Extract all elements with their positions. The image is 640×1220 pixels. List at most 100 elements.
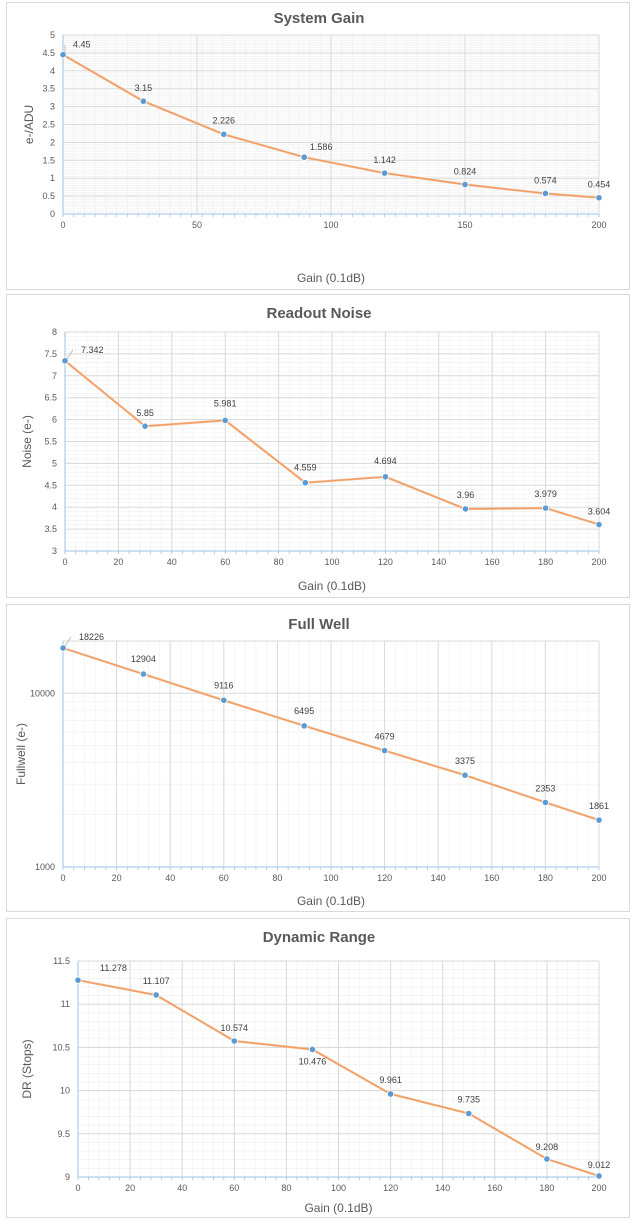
dynamic-range-chart: 0 20 40 60 80 100 120 140 160 180 200 9 9.5 10 10.5 11 1…	[6, 918, 630, 1218]
dynamic-range-y-tick-label: 10	[60, 1086, 70, 1096]
full-well-x-tick-label: 80	[272, 873, 282, 883]
readout-noise-x-tick-label: 160	[485, 557, 500, 567]
system-gain-data-label: 3.15	[135, 83, 153, 93]
readout-noise-y-tick-label: 7	[52, 371, 57, 381]
dynamic-range-x-axis-label: Gain (0.1dB)	[304, 1201, 372, 1215]
readout-noise-x-tick-label: 20	[113, 557, 123, 567]
readout-noise-x-axis-label: Gain (0.1dB)	[298, 579, 366, 593]
full-well-data-label: 1861	[589, 801, 609, 811]
full-well-data-label: 2353	[535, 783, 555, 793]
dynamic-range-x-tick-label: 60	[229, 1183, 239, 1193]
full-well-svg: 0 20 40 60 80 100 120 140 160 180 200 1000 10000 Full…	[14, 616, 609, 908]
full-well-x-tick-label: 60	[219, 873, 229, 883]
dynamic-range-data-point	[308, 1045, 317, 1054]
readout-noise-data-point	[141, 422, 149, 430]
full-well-x-tick-label: 200	[591, 873, 606, 883]
system-gain-y-tick-label: 0	[50, 209, 55, 219]
dynamic-range-data-label: 10.476	[299, 1056, 327, 1066]
dynamic-range-title: Dynamic Range	[263, 929, 376, 946]
dynamic-range-data-label: 9.961	[379, 1075, 402, 1085]
readout-noise-x-tick-label: 40	[167, 557, 177, 567]
system-gain-series-line-core	[62, 54, 600, 199]
dynamic-range-y-tick-label: 11	[61, 999, 70, 1009]
system-gain-data-label: 0.574	[534, 175, 557, 185]
full-well-x-tick-label: 160	[484, 873, 499, 883]
readout-noise-x-tick-label: 60	[220, 557, 230, 567]
system-gain-y-axis-label: e-/ADU	[22, 105, 36, 144]
system-gain-y-tick-label: 2.5	[42, 120, 55, 130]
dynamic-range-data-label: 9.012	[588, 1160, 611, 1170]
full-well-data-label: 18226	[79, 632, 104, 642]
system-gain-y-tick-label: 5	[50, 30, 55, 40]
dynamic-range-data-label: 11.107	[143, 976, 170, 986]
readout-noise-data-point	[301, 479, 309, 487]
system-gain-x-tick-label: 50	[192, 220, 202, 230]
readout-noise-data-label-leader	[66, 349, 74, 360]
full-well-y-tick-label: 1000	[35, 862, 55, 872]
dynamic-range-data-label: 9.735	[457, 1094, 480, 1104]
dynamic-range-svg: 0 20 40 60 80 100 120 140 160 180 200 9 9.5 10 10.5 11 1…	[20, 929, 611, 1215]
system-gain-x-tick-label: 0	[60, 220, 65, 230]
system-gain-x-axis-label: Gain (0.1dB)	[297, 271, 365, 285]
dynamic-range-data-point	[465, 1109, 473, 1118]
readout-noise-x-tick-label: 80	[274, 557, 284, 567]
dynamic-range-series-line-core	[77, 979, 600, 1177]
dynamic-range-y-tick-label: 10.5	[52, 1042, 70, 1052]
dynamic-range-x-tick-label: 100	[331, 1183, 346, 1193]
readout-noise-x-tick-label: 100	[324, 557, 339, 567]
full-well-x-tick-label: 20	[112, 873, 122, 883]
full-well-data-point	[380, 746, 389, 755]
readout-noise-data-point	[61, 357, 69, 365]
system-gain-data-point	[59, 51, 67, 59]
readout-noise-x-tick-label: 140	[431, 557, 446, 567]
system-gain-x-tick-label: 100	[323, 220, 338, 230]
dynamic-range-y-tick-label: 9.5	[57, 1129, 70, 1139]
dynamic-range-y-tick-label: 9	[65, 1172, 70, 1182]
system-gain-data-label: 1.586	[310, 142, 333, 152]
readout-noise-y-tick-label: 5.5	[44, 437, 57, 447]
full-well-x-tick-label: 40	[165, 873, 175, 883]
system-gain-data-point	[595, 194, 603, 202]
readout-noise-data-point	[541, 504, 550, 512]
readout-noise-data-label: 4.694	[374, 456, 397, 466]
dynamic-range-x-tick-label: 120	[383, 1183, 398, 1193]
dynamic-range-x-tick-label: 0	[75, 1183, 80, 1193]
full-well-chart: 0 20 40 60 80 100 120 140 160 180 200 1000 10000 Full…	[6, 604, 630, 912]
dynamic-range-x-tick-label: 80	[281, 1183, 291, 1193]
full-well-data-point	[220, 696, 228, 704]
full-well-data-point	[59, 644, 67, 652]
dynamic-range-x-tick-label: 40	[177, 1183, 187, 1193]
dynamic-range-data-label: 11.278	[100, 963, 127, 973]
readout-noise-y-tick-label: 3	[52, 546, 57, 556]
readout-noise-data-label: 3.96	[457, 490, 475, 500]
system-gain-y-tick-label: 4.5	[42, 48, 55, 58]
readout-noise-y-tick-label: 8	[52, 327, 57, 337]
dynamic-range-data-label: 9.208	[536, 1142, 559, 1152]
system-gain-title: System Gain	[274, 10, 365, 27]
readout-noise-y-tick-label: 4	[52, 502, 57, 512]
readout-noise-y-tick-label: 3.5	[44, 524, 57, 534]
full-well-data-label: 3375	[455, 756, 475, 766]
dynamic-range-x-tick-label: 160	[487, 1183, 502, 1193]
readout-noise-chart: 0 20 40 60 80 100 120 140 160 180 200 3 3.5 4 4.5 5 5.5 6…	[6, 294, 630, 598]
dynamic-range-data-label: 10.574	[221, 1023, 249, 1033]
readout-noise-y-tick-label: 6.5	[44, 393, 57, 403]
full-well-data-label: 6495	[294, 706, 314, 716]
dynamic-range-data-point	[595, 1172, 603, 1180]
full-well-data-label-leader	[64, 636, 72, 647]
dynamic-range-x-tick-label: 200	[591, 1183, 606, 1193]
dynamic-range-data-point	[386, 1090, 395, 1098]
readout-noise-y-tick-label: 6	[52, 415, 57, 425]
system-gain-y-tick-label: 3	[50, 102, 55, 112]
readout-noise-y-tick-label: 7.5	[44, 349, 57, 359]
system-gain-data-point	[139, 97, 147, 105]
dynamic-range-data-point	[74, 976, 82, 984]
system-gain-data-label: 4.45	[73, 40, 91, 50]
system-gain-y-tick-label: 2	[50, 137, 55, 147]
full-well-x-axis-label: Gain (0.1dB)	[297, 894, 365, 908]
system-gain-svg: 0 50 100 150 200 0 0.5 1 1.5 2 2.5 3 3.5 4 4.5 5 System …	[22, 10, 610, 285]
readout-noise-data-label: 3.979	[534, 489, 557, 499]
system-gain-x-tick-label: 150	[457, 220, 472, 230]
readout-noise-data-label: 5.981	[214, 398, 237, 408]
dynamic-range-y-axis-label: DR (Stops)	[20, 1039, 34, 1098]
